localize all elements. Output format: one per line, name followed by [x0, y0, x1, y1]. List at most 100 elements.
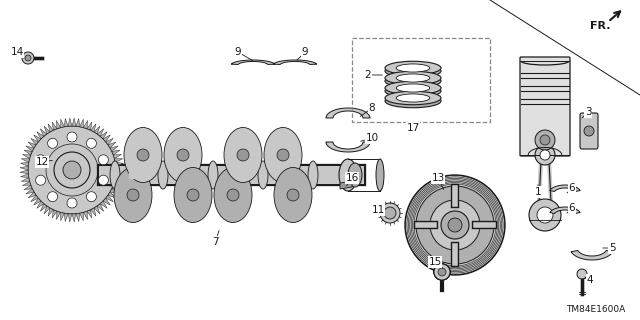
Circle shape: [577, 269, 587, 279]
Polygon shape: [68, 118, 72, 126]
Polygon shape: [48, 208, 53, 216]
Circle shape: [537, 207, 553, 223]
Polygon shape: [44, 206, 50, 214]
Circle shape: [405, 175, 505, 275]
Polygon shape: [91, 208, 96, 216]
Circle shape: [535, 145, 555, 165]
FancyBboxPatch shape: [520, 57, 570, 156]
Polygon shape: [56, 120, 61, 129]
Text: 15: 15: [428, 257, 442, 267]
Ellipse shape: [385, 84, 441, 98]
Circle shape: [127, 189, 139, 201]
Polygon shape: [61, 119, 65, 127]
Polygon shape: [116, 170, 124, 174]
Text: 6: 6: [569, 183, 575, 193]
Polygon shape: [26, 146, 34, 151]
Circle shape: [434, 264, 450, 280]
Polygon shape: [326, 142, 370, 152]
Circle shape: [434, 264, 450, 280]
Ellipse shape: [385, 61, 441, 75]
Polygon shape: [97, 129, 104, 136]
Circle shape: [434, 264, 450, 280]
Ellipse shape: [124, 127, 162, 182]
Polygon shape: [103, 135, 110, 142]
Polygon shape: [91, 124, 96, 132]
Text: 17: 17: [406, 123, 420, 133]
Ellipse shape: [385, 64, 441, 78]
Circle shape: [99, 155, 108, 165]
Circle shape: [540, 135, 550, 145]
Polygon shape: [34, 135, 41, 142]
Polygon shape: [79, 119, 83, 127]
Polygon shape: [115, 174, 124, 178]
Polygon shape: [94, 206, 100, 214]
Polygon shape: [113, 154, 122, 159]
Circle shape: [584, 126, 594, 136]
Circle shape: [227, 189, 239, 201]
Ellipse shape: [396, 84, 430, 92]
Circle shape: [434, 264, 450, 280]
Circle shape: [86, 192, 97, 202]
Polygon shape: [76, 213, 79, 221]
Polygon shape: [550, 185, 580, 191]
Circle shape: [441, 211, 469, 239]
Polygon shape: [72, 214, 76, 222]
Polygon shape: [40, 129, 47, 136]
Ellipse shape: [384, 207, 396, 219]
Polygon shape: [68, 214, 72, 222]
Text: TM84E1600A: TM84E1600A: [566, 305, 625, 314]
Polygon shape: [61, 212, 65, 221]
Ellipse shape: [385, 81, 441, 95]
Ellipse shape: [376, 159, 384, 191]
Polygon shape: [21, 159, 29, 162]
Polygon shape: [20, 166, 28, 170]
Circle shape: [67, 198, 77, 208]
Circle shape: [535, 130, 555, 150]
Circle shape: [434, 264, 450, 280]
Polygon shape: [116, 166, 124, 170]
Circle shape: [177, 149, 189, 161]
Polygon shape: [31, 195, 38, 202]
Circle shape: [237, 149, 249, 161]
Polygon shape: [550, 207, 580, 213]
Circle shape: [287, 189, 299, 201]
Circle shape: [434, 264, 450, 280]
Polygon shape: [106, 138, 113, 145]
Polygon shape: [72, 118, 76, 126]
Ellipse shape: [385, 91, 441, 105]
FancyBboxPatch shape: [580, 113, 598, 149]
Ellipse shape: [174, 167, 212, 222]
Circle shape: [430, 200, 480, 250]
Polygon shape: [94, 126, 100, 134]
Polygon shape: [571, 251, 613, 260]
Text: 10: 10: [365, 133, 379, 143]
Circle shape: [448, 218, 462, 232]
Ellipse shape: [308, 161, 318, 189]
Ellipse shape: [264, 127, 302, 182]
Circle shape: [187, 189, 199, 201]
Text: 3: 3: [585, 107, 591, 117]
Polygon shape: [87, 210, 92, 218]
Circle shape: [28, 126, 116, 214]
Ellipse shape: [208, 161, 218, 189]
Polygon shape: [40, 204, 47, 211]
Text: 1: 1: [534, 187, 541, 197]
Polygon shape: [20, 162, 29, 166]
Circle shape: [277, 149, 289, 161]
Polygon shape: [22, 154, 31, 159]
Polygon shape: [24, 185, 32, 190]
Ellipse shape: [380, 203, 400, 223]
Polygon shape: [108, 192, 116, 198]
Ellipse shape: [224, 127, 262, 182]
Polygon shape: [20, 174, 29, 178]
Ellipse shape: [385, 71, 441, 85]
Ellipse shape: [396, 94, 430, 102]
Polygon shape: [83, 211, 88, 220]
Polygon shape: [34, 198, 41, 205]
Polygon shape: [56, 211, 61, 220]
Polygon shape: [79, 212, 83, 221]
Text: 6: 6: [569, 203, 575, 213]
Polygon shape: [115, 162, 124, 166]
Ellipse shape: [258, 161, 268, 189]
Circle shape: [438, 268, 446, 276]
